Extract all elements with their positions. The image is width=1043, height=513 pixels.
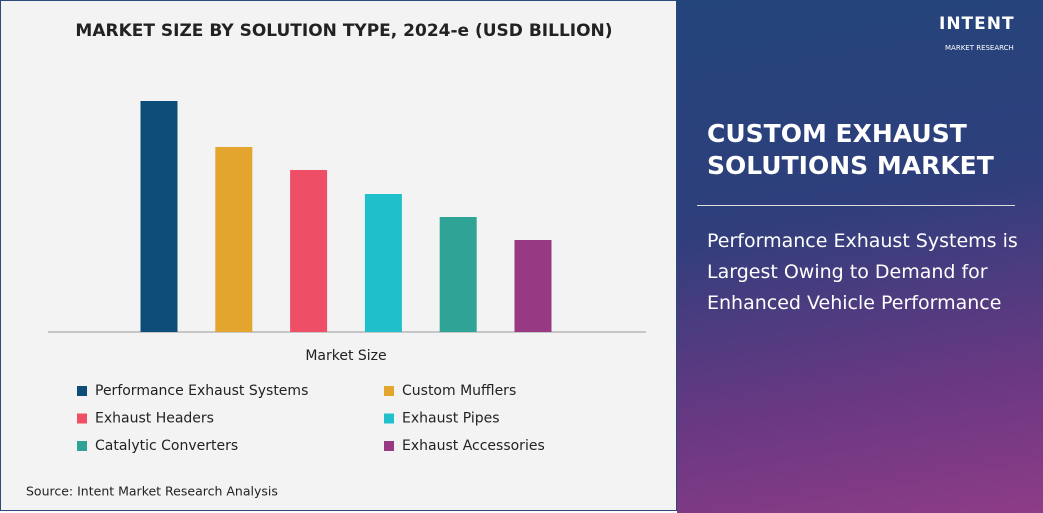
chart: MARKET SIZE BY SOLUTION TYPE, 2024-e (US… <box>26 21 646 499</box>
bar <box>215 147 253 332</box>
legend-swatch <box>384 441 394 451</box>
source: Source: Intent Market Research Analysis <box>26 484 278 499</box>
bar <box>514 240 552 332</box>
divider <box>697 205 1015 206</box>
legend-label: Performance Exhaust Systems <box>95 383 308 399</box>
chart-title: MARKET SIZE BY SOLUTION TYPE, 2024-e (US… <box>75 21 612 41</box>
logo: INTENT <box>939 14 1015 34</box>
chart-panel: MARKET SIZE BY SOLUTION TYPE, 2024-e (US… <box>0 0 677 511</box>
info-panel: INTENT MARKET RESEARCH CUSTOM EXHAUST SO… <box>677 0 1043 513</box>
legend-swatch <box>77 386 87 396</box>
legend-swatch <box>384 413 394 424</box>
panel-subtitle: Performance Exhaust Systems is Largest O… <box>707 230 1018 314</box>
legend-swatch <box>77 413 87 424</box>
legend-label: Custom Mufflers <box>402 383 516 399</box>
panel-title: CUSTOM EXHAUST SOLUTIONS MARKET <box>707 119 994 180</box>
logo-subtitle: MARKET RESEARCH <box>945 44 1014 52</box>
bar <box>140 101 178 332</box>
legend-label: Exhaust Accessories <box>402 438 545 454</box>
bar <box>364 194 402 332</box>
legend-label: Exhaust Pipes <box>402 411 500 427</box>
legend-label: Exhaust Headers <box>95 411 214 427</box>
legend-label: Catalytic Converters <box>95 438 238 454</box>
x-axis-label: Market Size <box>305 348 386 364</box>
bar <box>290 170 328 332</box>
legend-swatch <box>384 386 394 396</box>
legend-swatch <box>77 441 87 451</box>
bar <box>439 217 477 332</box>
